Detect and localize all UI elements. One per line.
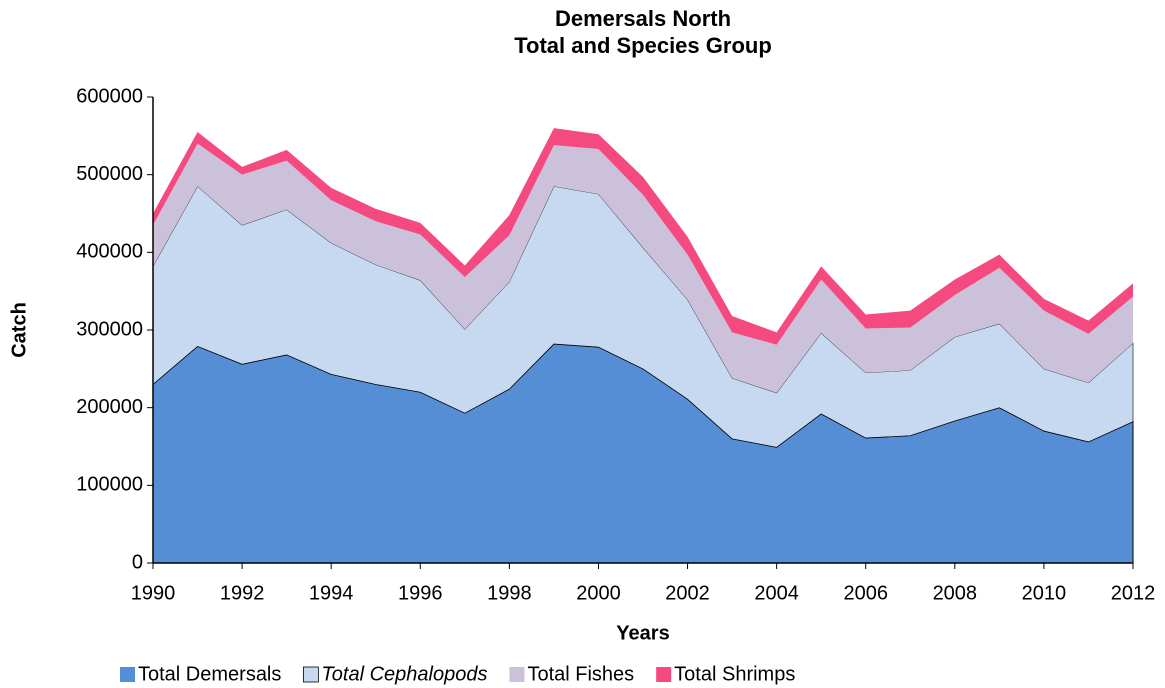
x-tick-label: 1992 — [220, 582, 265, 604]
y-tick-label: 0 — [132, 551, 143, 573]
area — [153, 143, 1133, 393]
x-tick-label: 1998 — [487, 582, 532, 604]
legend-label: Total Demersals — [138, 663, 281, 685]
x-axis-label: Years — [616, 622, 669, 644]
x-tick-label: 2012 — [1111, 582, 1156, 604]
legend-swatch — [509, 667, 525, 682]
x-tick-label: 2008 — [933, 582, 978, 604]
x-tick-label: 2000 — [576, 582, 621, 604]
y-tick-label: 600000 — [76, 85, 143, 107]
y-tick-label: 300000 — [76, 318, 143, 340]
y-tick-label: 500000 — [76, 163, 143, 185]
x-tick-label: 2004 — [754, 582, 799, 604]
legend-swatch — [120, 667, 135, 682]
y-tick-label: 200000 — [76, 396, 143, 418]
x-tick-label: 1990 — [131, 582, 176, 604]
x-tick-label: 1994 — [309, 582, 354, 604]
x-tick-label: 1996 — [398, 582, 443, 604]
legend-swatch — [302, 666, 319, 683]
y-tick-label: 400000 — [76, 241, 143, 263]
chart-subtitle: Total and Species Group — [514, 33, 772, 58]
area — [152, 185, 1134, 448]
x-tick-label: 2006 — [843, 582, 888, 604]
y-axis-label: Catch — [8, 302, 30, 358]
y-tick-label: 100000 — [76, 474, 143, 496]
legend-label: Total Fishes — [527, 663, 634, 685]
legend-label: Total Shrimps — [674, 663, 795, 685]
legend: Total Demersals Total Cephalopods Total Fi… — [120, 663, 795, 685]
legend-swatch — [656, 667, 672, 682]
x-tick-label: 2002 — [665, 582, 710, 604]
legend-label: Total Cephalopods — [321, 663, 487, 685]
chart-title: Demersals North — [555, 6, 731, 31]
x-tick-label: 2010 — [1022, 582, 1067, 604]
